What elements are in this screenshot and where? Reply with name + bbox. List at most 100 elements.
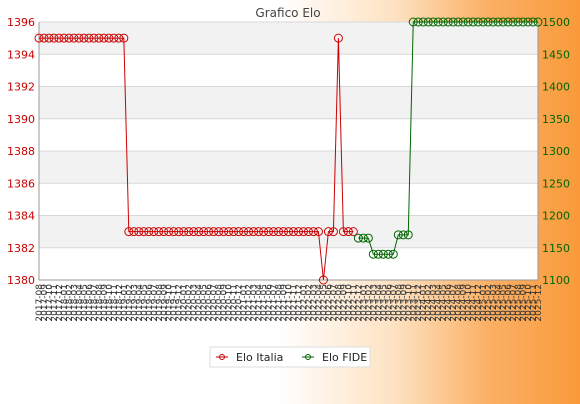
right-tick-label: 1350	[542, 113, 570, 126]
data-point	[378, 249, 388, 259]
left-tick-label: 1388	[7, 145, 35, 158]
data-point	[488, 17, 498, 27]
x-tick-label: 2020-01	[180, 284, 190, 322]
data-point	[109, 33, 119, 43]
legend-swatch-marker	[219, 354, 225, 360]
series-line	[358, 21, 538, 255]
data-point	[184, 227, 194, 237]
data-point	[169, 227, 179, 237]
x-tick-label: 2023-11	[409, 284, 419, 322]
x-tick-label: 2023-07	[389, 284, 399, 322]
legend-label: Elo Italia	[236, 351, 283, 364]
x-tick-label: 2025-09	[519, 284, 529, 322]
data-point	[423, 17, 433, 27]
x-tick-label: 2021-11	[289, 284, 299, 322]
data-point	[293, 227, 303, 237]
x-tick-label: 2020-09	[220, 284, 230, 322]
data-point	[318, 275, 328, 285]
x-tick-label: 2022-03	[309, 284, 319, 322]
data-point	[443, 17, 453, 27]
data-point	[393, 230, 403, 240]
x-tick-label: 2019-04	[135, 284, 145, 322]
legend-label: Elo FIDE	[322, 351, 367, 364]
data-point	[129, 227, 139, 237]
x-tick-label: 2022-04	[314, 284, 324, 322]
legend-item: Elo Italia	[216, 351, 283, 364]
left-axis-ticks: 1380 1382 1384 1386 1388 1390 1392 1394 1396	[7, 16, 35, 287]
x-tick-label: 2020-07	[210, 284, 220, 322]
x-tick-label: 2017-11	[50, 284, 60, 322]
data-point	[144, 227, 154, 237]
x-tick-label: 2024-03	[429, 284, 439, 322]
data-point	[254, 227, 264, 237]
data-point	[244, 227, 254, 237]
plot-band	[39, 151, 538, 184]
x-tick-label: 2024-08	[454, 284, 464, 322]
x-tick-label: 2024-12	[474, 284, 484, 322]
data-point	[94, 33, 104, 43]
x-tick-label: 2019-03	[130, 284, 140, 322]
chart-title: Grafico Elo	[255, 6, 320, 20]
x-tick-label: 2025-02	[484, 284, 494, 322]
data-point	[64, 33, 74, 43]
x-tick-label: 2021-05	[260, 284, 270, 322]
data-point	[303, 227, 313, 237]
data-point	[249, 227, 259, 237]
x-tick-label: 2024-05	[439, 284, 449, 322]
x-tick-label: 2024-01	[419, 284, 429, 322]
plot-band	[39, 86, 538, 119]
plot-bands	[39, 22, 538, 280]
data-point	[468, 17, 478, 27]
x-tick-label: 2022-09	[339, 284, 349, 322]
x-tick-label: 2018-10	[105, 284, 115, 322]
x-tick-label: 2021-10	[285, 284, 295, 322]
data-point	[284, 227, 293, 237]
data-point	[174, 227, 184, 237]
left-tick-label: 1394	[7, 48, 35, 61]
right-tick-label: 1300	[542, 145, 570, 158]
right-axis-ticks: 1100 1150 1200 1250 1300 1350 1400 1450 1500	[542, 16, 570, 287]
data-point	[204, 227, 214, 237]
x-tick-label: 2018-06	[85, 284, 95, 322]
data-point	[154, 227, 164, 237]
legend-box	[209, 346, 371, 368]
data-point	[518, 17, 528, 27]
data-point	[343, 227, 353, 237]
x-tick-label: 2018-12	[115, 284, 125, 322]
x-tick-label: 2019-11	[170, 284, 180, 322]
x-tick-label: 2018-05	[80, 284, 90, 322]
x-tick-label: 2021-02	[245, 284, 255, 322]
x-tick-label: 2019-01	[120, 284, 130, 322]
x-tick-label: 2019-05	[140, 284, 150, 322]
data-point	[59, 33, 69, 43]
series-line	[39, 37, 354, 281]
left-tick-label: 1380	[7, 274, 35, 287]
data-point	[199, 227, 209, 237]
x-tick-label: 2019-10	[165, 284, 175, 322]
x-tick-label: 2022-12	[354, 284, 364, 322]
x-tick-label: 2020-05	[200, 284, 210, 322]
data-point	[149, 227, 159, 237]
data-point	[433, 17, 443, 27]
data-point	[54, 33, 64, 43]
x-tick-label: 2020-06	[205, 284, 215, 322]
x-tick-label: 2023-02	[364, 284, 374, 322]
x-tick-label: 2019-09	[160, 284, 170, 322]
data-point	[368, 249, 378, 259]
x-tick-label: 2020-03	[190, 284, 200, 322]
x-axis-ticks: 2017-082017-092017-102017-112017-122018-…	[35, 284, 544, 322]
data-point	[209, 227, 219, 237]
x-tick-label: 2024-07	[449, 284, 459, 322]
x-tick-label: 2023-01	[359, 284, 369, 322]
left-tick-label: 1382	[7, 242, 35, 255]
data-point	[323, 227, 333, 237]
data-point	[428, 17, 438, 27]
x-tick-label: 2018-03	[70, 284, 80, 322]
data-point	[413, 17, 423, 27]
x-tick-label: 2024-09	[459, 284, 469, 322]
x-tick-label: 2018-04	[75, 284, 85, 322]
data-point	[373, 249, 383, 259]
x-tick-label: 2021-01	[240, 284, 250, 322]
data-point	[114, 33, 124, 43]
